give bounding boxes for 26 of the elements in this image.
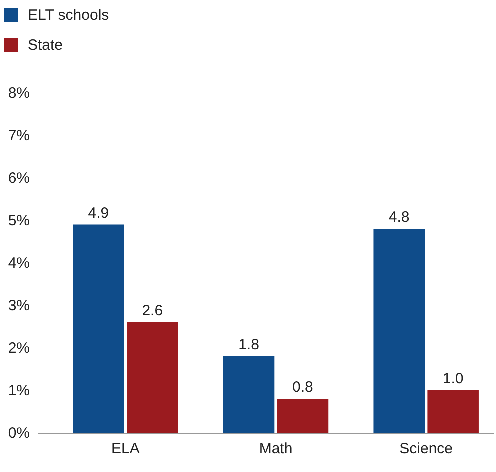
y-tick-label: 4% xyxy=(8,254,30,272)
bar xyxy=(277,399,329,433)
y-tick-label: 3% xyxy=(8,297,30,314)
x-tick-label: Science xyxy=(400,440,454,458)
data-label: 4.9 xyxy=(88,204,110,222)
bar xyxy=(428,390,479,433)
bar xyxy=(127,322,178,433)
y-tick-label: 0% xyxy=(8,424,30,442)
y-tick-label: 8% xyxy=(8,84,30,102)
bar xyxy=(223,356,275,433)
y-tick-label: 2% xyxy=(8,340,30,357)
data-label: 1.0 xyxy=(442,370,464,388)
legend-label: State xyxy=(28,37,64,54)
y-tick-label: 6% xyxy=(8,170,30,187)
legend-label: ELT schools xyxy=(28,7,110,24)
bar xyxy=(374,229,425,433)
bar xyxy=(73,224,124,433)
data-label: 0.8 xyxy=(292,379,314,396)
data-label: 2.6 xyxy=(142,302,164,320)
y-tick-label: 5% xyxy=(8,212,30,230)
x-tick-label: Math xyxy=(259,440,293,458)
data-label: 4.8 xyxy=(388,209,410,226)
x-tick-label: ELA xyxy=(111,440,140,458)
data-label: 1.8 xyxy=(238,336,260,354)
y-tick-label: 1% xyxy=(8,382,30,400)
y-tick-label: 7% xyxy=(8,127,30,144)
